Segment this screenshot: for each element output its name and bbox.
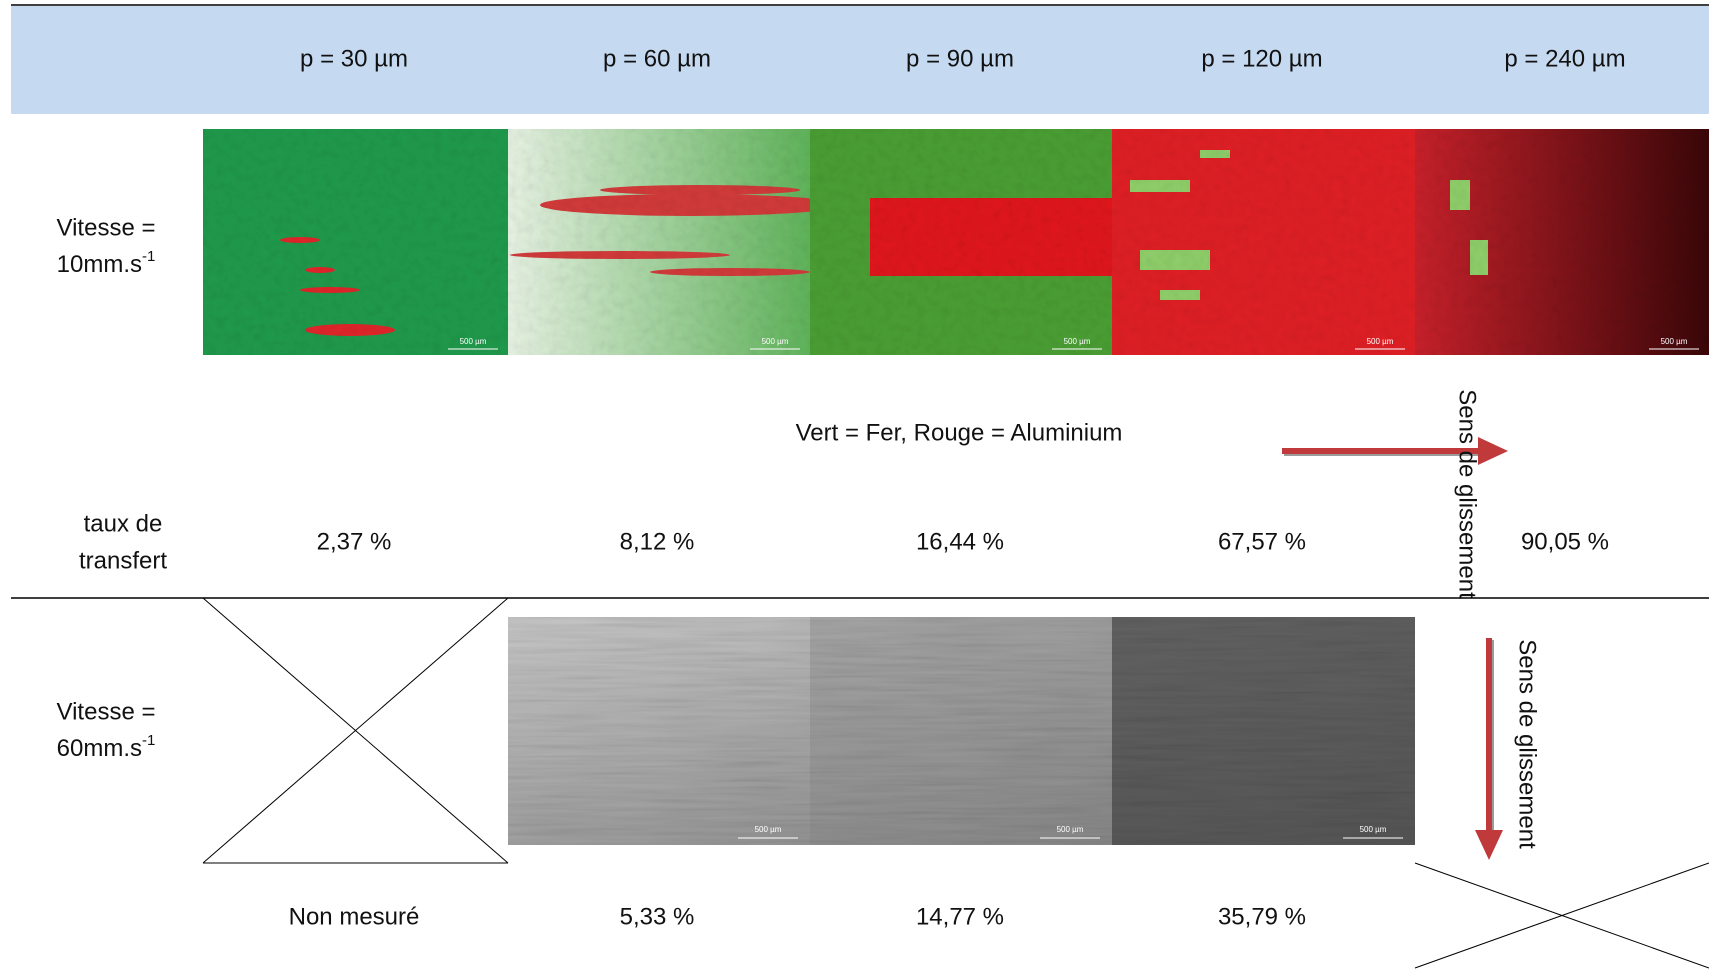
scale-bar-label: 500 µm — [1661, 337, 1688, 346]
row-label-sup: -1 — [142, 732, 155, 749]
transfer-value: Non mesuré — [289, 903, 420, 930]
row-2-images — [508, 617, 1415, 845]
row-label-unit: 60mm.s — [57, 735, 142, 762]
arrow-label: Sens de glissement — [1514, 639, 1541, 849]
arrow-head — [1475, 830, 1503, 860]
column-header: p = 90 µm — [906, 45, 1014, 72]
texture — [508, 617, 1415, 845]
row-label: Vitesse = — [57, 214, 156, 241]
scale-bar-label: 500 µm — [755, 825, 782, 834]
row-1-images — [203, 129, 1709, 355]
row-label-unit: 10mm.s — [57, 251, 142, 278]
column-header: p = 120 µm — [1201, 45, 1322, 72]
texture — [203, 129, 1709, 355]
scale-bar-label: 500 µm — [1367, 337, 1394, 346]
scale-bars-row-1: 500 µm 500 µm 500 µm 500 µm 500 µm — [448, 337, 1699, 350]
values-row-2: Non mesuré 5,33 % 14,77 % 35,79 % — [289, 903, 1306, 930]
row-label: Vitesse = — [57, 698, 156, 725]
transfer-value: 67,57 % — [1218, 528, 1306, 555]
scale-bar-label: 500 µm — [460, 337, 487, 346]
scale-bar-label: 500 µm — [762, 337, 789, 346]
transfer-value: 5,33 % — [620, 903, 695, 930]
cross — [202, 597, 509, 864]
scale-bar-label: 500 µm — [1360, 825, 1387, 834]
legend: Vert = Fer, Rouge = Aluminium — [796, 419, 1123, 446]
header-band — [11, 6, 1709, 114]
row-label: transfert — [79, 547, 167, 574]
transfer-value: 90,05 % — [1521, 528, 1609, 555]
arrow-label: Sens de glissement — [1454, 389, 1481, 599]
row-label-sup: -1 — [142, 248, 155, 265]
transfer-value: 35,79 % — [1218, 903, 1306, 930]
arrow-head — [1478, 437, 1508, 465]
column-header: p = 30 µm — [300, 45, 408, 72]
row-label: 10mm.s-1 — [57, 248, 156, 278]
column-header: p = 60 µm — [603, 45, 711, 72]
transfer-value: 8,12 % — [620, 528, 695, 555]
row-label: 60mm.s-1 — [57, 732, 156, 762]
header-row: p = 30 µm p = 60 µm p = 90 µm p = 120 µm p =… — [300, 45, 1626, 72]
values-row-1: 2,37 % 8,12 % 16,44 % 67,57 % 90,05 % — [317, 528, 1609, 555]
cross — [1414, 862, 1709, 969]
column-header: p = 240 µm — [1504, 45, 1625, 72]
scale-bar-label: 500 µm — [1064, 337, 1091, 346]
transfer-value: 14,77 % — [916, 903, 1004, 930]
transfer-value: 16,44 % — [916, 528, 1004, 555]
transfer-value: 2,37 % — [317, 528, 392, 555]
scale-bar-label: 500 µm — [1057, 825, 1084, 834]
row-label: taux de — [84, 510, 163, 537]
scale-bars-row-2: 500 µm 500 µm 500 µm — [738, 825, 1403, 839]
